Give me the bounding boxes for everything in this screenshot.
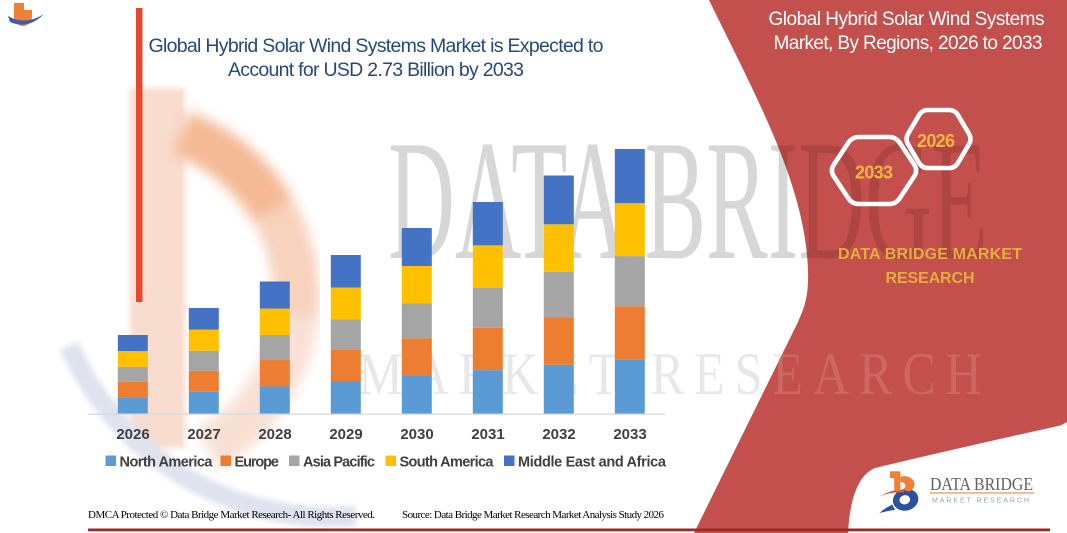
svg-text:2028: 2028 xyxy=(258,426,291,443)
svg-text:2027: 2027 xyxy=(187,426,220,443)
svg-text:2030: 2030 xyxy=(400,426,433,443)
svg-text:Asia Pacific: Asia Pacific xyxy=(303,455,375,471)
svg-text:Middle East and Africa: Middle East and Africa xyxy=(518,455,667,471)
svg-text:Source: Data Bridge Market Res: Source: Data Bridge Market Research Mark… xyxy=(402,509,665,521)
svg-text:MARKET RESEARCH: MARKET RESEARCH xyxy=(932,498,1029,505)
svg-text:2033: 2033 xyxy=(613,426,646,443)
svg-text:Europe: Europe xyxy=(235,455,280,471)
svg-text:2033: 2033 xyxy=(855,163,893,183)
svg-text:DATA BRIDGE: DATA BRIDGE xyxy=(930,474,1033,494)
svg-text:South America: South America xyxy=(400,455,495,471)
svg-text:DMCA Protected © Data Bridge M: DMCA Protected © Data Bridge Market Rese… xyxy=(88,509,375,521)
svg-text:DATA BRIDGE MARKET: DATA BRIDGE MARKET xyxy=(838,246,1022,263)
svg-text:Global Hybrid Solar Wind Syste: Global Hybrid Solar Wind Systems Market … xyxy=(149,35,604,57)
svg-text:2029: 2029 xyxy=(329,426,362,443)
svg-text:Global Hybrid Solar Wind Syste: Global Hybrid Solar Wind Systems xyxy=(769,9,1045,30)
svg-text:North America: North America xyxy=(120,455,214,471)
svg-text:Market, By Regions, 2026 to 20: Market, By Regions, 2026 to 2033 xyxy=(774,33,1043,54)
svg-text:Account for USD 2.73 Billion b: Account for USD 2.73 Billion by 2033 xyxy=(228,59,524,81)
svg-text:2026: 2026 xyxy=(917,131,955,151)
svg-text:RESEARCH: RESEARCH xyxy=(886,270,975,287)
svg-text:2032: 2032 xyxy=(542,426,575,443)
svg-text:2026: 2026 xyxy=(116,426,149,443)
svg-text:2031: 2031 xyxy=(471,426,504,443)
